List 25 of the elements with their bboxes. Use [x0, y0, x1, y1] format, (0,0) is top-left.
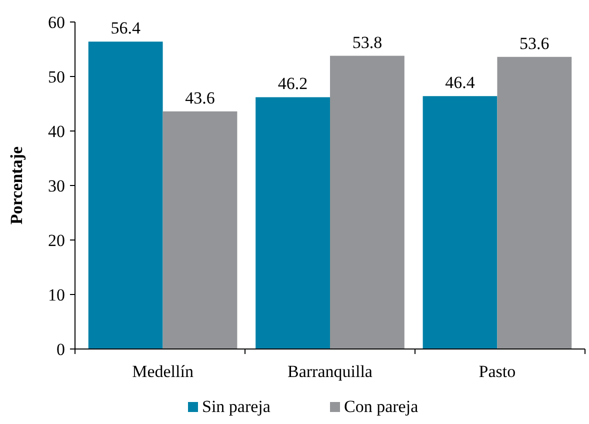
y-tick-label: 40: [48, 122, 65, 141]
bar: [162, 111, 238, 349]
x-tick-label: Pasto: [478, 362, 516, 381]
legend-label: Sin pareja: [202, 397, 271, 416]
y-tick-label: 20: [48, 230, 65, 250]
x-tick-label: Medellín: [132, 362, 194, 381]
data-label: 53.8: [352, 32, 382, 52]
bar: [330, 56, 404, 349]
bar: [256, 97, 330, 349]
bar: [422, 96, 498, 349]
y-axis-title: Porcentaje: [7, 146, 26, 225]
y-tick-label: 60: [48, 12, 65, 32]
legend-label: Con pareja: [344, 397, 419, 416]
y-tick-label: 0: [56, 340, 65, 359]
x-tick-label: Barranquilla: [288, 362, 373, 381]
data-label: 43.6: [185, 88, 215, 108]
bar: [88, 42, 163, 349]
data-label: 46.4: [445, 73, 476, 92]
y-tick-label: 30: [48, 176, 65, 196]
y-tick-label: 50: [48, 67, 65, 86]
data-label: 56.4: [110, 18, 141, 38]
data-label: 53.6: [520, 34, 550, 53]
data-label: 46.2: [278, 74, 308, 94]
y-tick-label: 10: [48, 285, 65, 304]
bar: [497, 56, 572, 349]
